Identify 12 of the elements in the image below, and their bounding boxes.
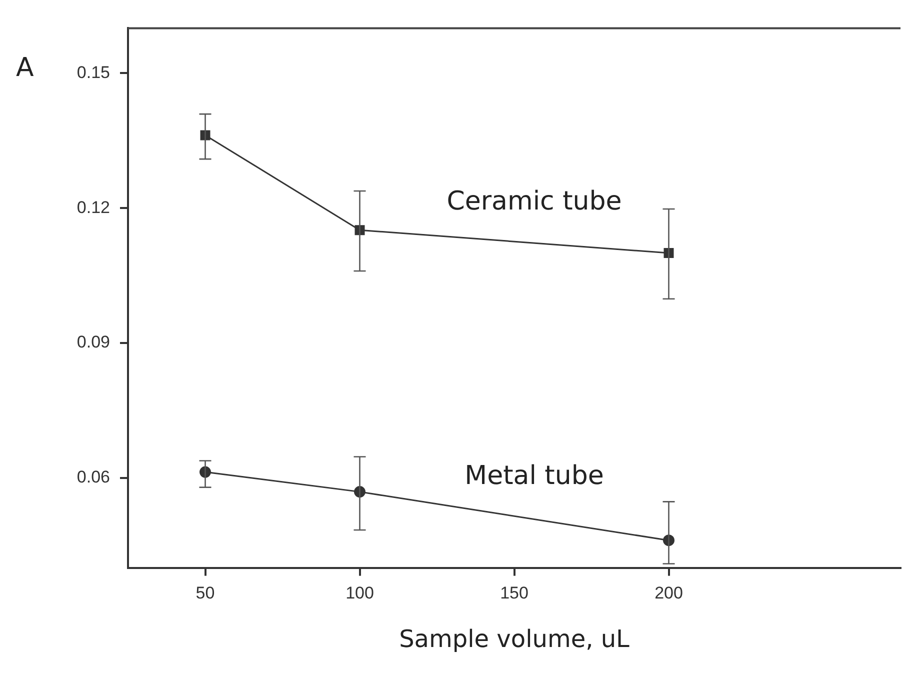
series-label: Metal tube (464, 461, 604, 492)
y-tick-label: 0.12 (76, 198, 110, 217)
y-tick-label: 0.09 (76, 332, 110, 352)
y-tick-label: 0.06 (76, 468, 110, 487)
x-tick-label: 50 (196, 584, 215, 603)
x-tick-label: 100 (346, 584, 374, 603)
x-axis-title: Sample volume, uL (399, 624, 630, 653)
text: A (16, 52, 34, 83)
y-tick-label: 0.15 (76, 62, 110, 82)
series-label: Ceramic tube (446, 186, 622, 217)
x-tick-label: 200 (654, 584, 683, 603)
x-tick-label: 150 (500, 584, 528, 603)
